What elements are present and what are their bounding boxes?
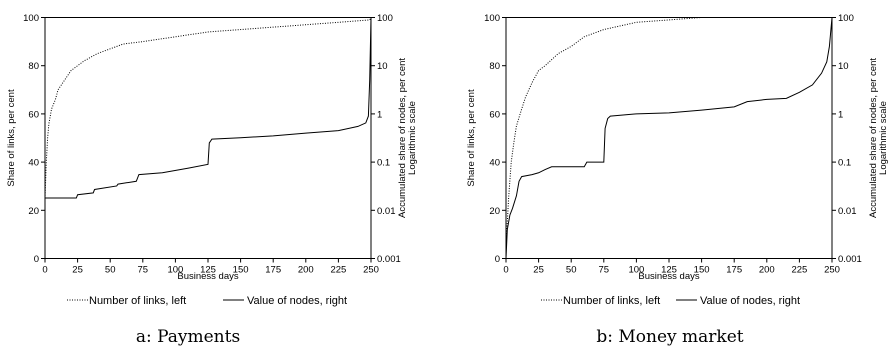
y-left-tick-label: 20 — [489, 206, 500, 217]
x-tick-label: 50 — [566, 265, 577, 276]
y-left-tick-label: 20 — [28, 206, 39, 217]
y-axis-right-ticks: 0.001 0.01 0.1 1 10 100 — [832, 13, 862, 265]
y-right-tick-label: 10 — [838, 61, 849, 72]
y-axis-left-label: Share of links, per cent — [466, 89, 477, 187]
y-left-tick-label: 0 — [495, 254, 500, 265]
y-left-tick-label: 60 — [489, 109, 500, 120]
x-tick-label: 200 — [298, 265, 314, 276]
y-right-tick-label: 0.001 — [377, 254, 401, 265]
x-tick-label: 75 — [138, 265, 149, 276]
panel-caption: b: Money market — [596, 327, 743, 347]
x-tick-label: 225 — [330, 265, 346, 276]
series-line-number-of-links — [505, 17, 832, 247]
x-tick-label: 150 — [694, 265, 710, 276]
plot-area — [44, 17, 372, 259]
x-tick-label: 200 — [759, 265, 775, 276]
series-line-value-of-nodes — [45, 17, 372, 199]
x-tick-label: 100 — [628, 265, 644, 276]
x-tick-label: 125 — [661, 265, 677, 276]
y-left-tick-label: 100 — [23, 13, 39, 24]
y-axis-right-label: Accumulated share of nodes, per cent — [868, 58, 879, 218]
y-left-tick-label: 40 — [489, 158, 500, 169]
legend: Number of links, left Value of nodes, ri… — [541, 295, 800, 307]
y-left-tick-label: 80 — [489, 61, 500, 72]
series-group — [505, 17, 833, 259]
y-left-tick-label: 80 — [28, 61, 39, 72]
y-axis-left-label: Share of links, per cent — [6, 89, 17, 187]
y-axis-right-ticks: 0.001 0.01 0.1 1 10 100 — [371, 13, 401, 265]
x-tick-label: 50 — [105, 265, 116, 276]
y-right-tick-label: 10 — [377, 61, 388, 72]
y-right-tick-label: 100 — [377, 13, 393, 24]
y-right-tick-label: 1 — [377, 109, 382, 120]
y-axis-left-ticks: 0 20 40 60 80 100 — [23, 13, 45, 265]
legend-label-links: Number of links, left — [89, 295, 186, 307]
series-group — [44, 17, 372, 199]
y-right-tick-label: 100 — [838, 13, 854, 24]
y-left-tick-label: 60 — [28, 109, 39, 120]
x-tick-label: 100 — [167, 265, 183, 276]
y-axis-right-sublabel: Logarithmic scale — [407, 101, 418, 175]
x-tick-label: 0 — [42, 265, 47, 276]
y-right-tick-label: 1 — [838, 109, 843, 120]
x-tick-label: 25 — [533, 265, 544, 276]
series-line-value-of-nodes — [505, 17, 833, 259]
legend-label-links: Number of links, left — [563, 295, 660, 307]
x-tick-label: 175 — [726, 265, 742, 276]
x-tick-label: 175 — [265, 265, 281, 276]
plot-area — [505, 17, 833, 259]
y-axis-right-label: Accumulated share of nodes, per cent — [397, 58, 408, 218]
x-axis-ticks: 0 25 50 75 100 125 150 175 200 225 250 — [503, 258, 840, 276]
y-right-tick-label: 0.1 — [838, 158, 851, 169]
y-left-tick-label: 40 — [28, 158, 39, 169]
chart-money-market: 0 25 50 75 100 125 150 175 200 225 250 02040608010… — [466, 13, 889, 347]
x-tick-label: 125 — [200, 265, 216, 276]
x-tick-label: 25 — [72, 265, 83, 276]
legend-label-nodes: Value of nodes, right — [247, 295, 347, 307]
x-tick-label: 75 — [599, 265, 610, 276]
x-tick-label: 150 — [233, 265, 249, 276]
chart-payments: 0 25 50 75 100 125 150 175 200 225 250 02040608010… — [6, 13, 418, 347]
y-left-tick-label: 100 — [484, 13, 500, 24]
x-tick-label: 250 — [363, 265, 379, 276]
x-axis-label: Business days — [177, 271, 239, 282]
y-right-tick-label: 0.01 — [838, 206, 857, 217]
x-tick-label: 0 — [503, 265, 508, 276]
x-tick-label: 225 — [791, 265, 807, 276]
x-tick-label: 250 — [824, 265, 840, 276]
x-axis-label: Business days — [638, 271, 700, 282]
x-axis-ticks: 0 25 50 75 100 125 150 175 200 225 250 — [42, 258, 379, 276]
y-right-tick-label: 0.1 — [377, 158, 390, 169]
y-axis-right-sublabel: Logarithmic scale — [878, 101, 889, 175]
legend: Number of links, left Value of nodes, ri… — [67, 295, 347, 307]
y-axis-left-ticks: 0 20 40 60 80 100 — [484, 13, 506, 265]
y-left-tick-label: 0 — [34, 254, 39, 265]
y-right-tick-label: 0.01 — [377, 206, 396, 217]
panel-caption: a: Payments — [136, 327, 240, 347]
y-right-tick-label: 0.001 — [838, 254, 862, 265]
legend-label-nodes: Value of nodes, right — [700, 295, 800, 307]
